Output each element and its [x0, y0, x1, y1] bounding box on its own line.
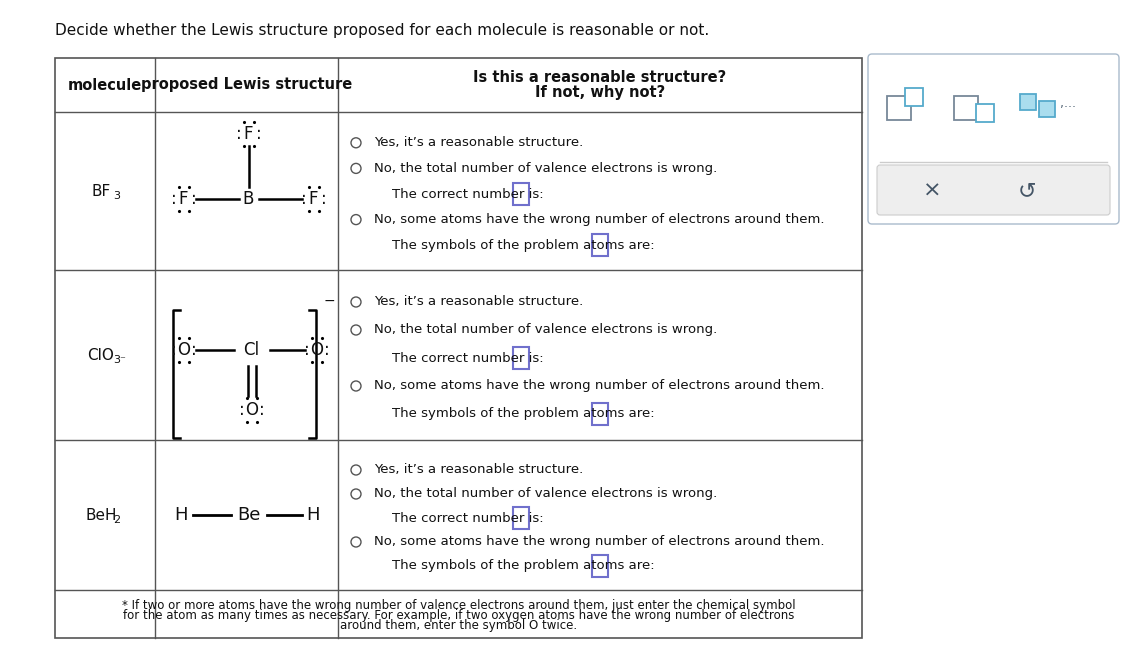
Text: The correct number is:: The correct number is:: [392, 188, 543, 200]
Bar: [55, 58, 862, 638]
Text: :: :: [238, 401, 244, 419]
Bar: [513, 347, 529, 369]
Text: O: O: [310, 341, 323, 359]
Text: BF: BF: [91, 184, 110, 198]
Text: 3: 3: [112, 191, 120, 201]
Text: :: :: [190, 341, 197, 359]
Text: No, the total number of valence electrons is wrong.: No, the total number of valence electron…: [374, 488, 718, 500]
Text: :: :: [304, 341, 309, 359]
Text: ↺: ↺: [1018, 181, 1036, 201]
Text: :: :: [190, 190, 197, 208]
Text: F: F: [244, 125, 253, 143]
Text: No, some atoms have the wrong number of electrons around them.: No, some atoms have the wrong number of …: [374, 213, 825, 226]
Text: The correct number is:: The correct number is:: [392, 352, 543, 364]
FancyBboxPatch shape: [868, 54, 1119, 224]
Text: If not, why not?: If not, why not?: [534, 86, 665, 100]
Bar: [513, 507, 529, 529]
Text: −: −: [324, 294, 335, 308]
Text: 3⁻: 3⁻: [112, 355, 126, 365]
Text: Decide whether the Lewis structure proposed for each molecule is reasonable or n: Decide whether the Lewis structure propo…: [55, 23, 709, 38]
Bar: [1040, 101, 1055, 117]
Text: O: O: [245, 401, 258, 419]
Bar: [886, 96, 911, 120]
Text: No, the total number of valence electrons is wrong.: No, the total number of valence electron…: [374, 324, 718, 336]
Text: Yes, it’s a reasonable structure.: Yes, it’s a reasonable structure.: [374, 464, 583, 476]
Text: Yes, it’s a reasonable structure.: Yes, it’s a reasonable structure.: [374, 136, 583, 149]
Text: F: F: [179, 190, 188, 208]
Text: H: H: [307, 506, 321, 524]
Text: The symbols of the problem atoms are:: The symbols of the problem atoms are:: [392, 239, 655, 252]
Text: Cl: Cl: [243, 341, 260, 359]
Text: :: :: [171, 190, 177, 208]
Text: Be: Be: [237, 506, 260, 524]
Text: Yes, it’s a reasonable structure.: Yes, it’s a reasonable structure.: [374, 295, 583, 308]
Text: :: :: [259, 401, 264, 419]
Bar: [592, 555, 609, 577]
Text: O: O: [177, 341, 190, 359]
Text: Is this a reasonable structure?: Is this a reasonable structure?: [474, 70, 727, 86]
Bar: [592, 234, 609, 256]
Bar: [513, 183, 529, 205]
Text: :: :: [324, 341, 330, 359]
FancyBboxPatch shape: [878, 165, 1110, 215]
Text: The symbols of the problem atoms are:: The symbols of the problem atoms are:: [392, 407, 655, 421]
Text: molecule: molecule: [68, 78, 142, 92]
Text: ,...: ,...: [1060, 98, 1076, 111]
Text: for the atom as many times as necessary. For example, if two oxygen atoms have t: for the atom as many times as necessary.…: [123, 610, 794, 622]
Text: No, the total number of valence electrons is wrong.: No, the total number of valence electron…: [374, 162, 718, 175]
Text: :: :: [235, 125, 242, 143]
Text: 2: 2: [112, 515, 120, 525]
Bar: [954, 96, 978, 120]
Bar: [904, 88, 922, 106]
Text: :: :: [255, 125, 261, 143]
Bar: [592, 403, 609, 425]
Text: * If two or more atoms have the wrong number of valence electrons around them, j: * If two or more atoms have the wrong nu…: [122, 600, 795, 612]
Text: No, some atoms have the wrong number of electrons around them.: No, some atoms have the wrong number of …: [374, 535, 825, 549]
Text: around them, enter the symbol O twice.: around them, enter the symbol O twice.: [340, 620, 577, 632]
Text: The symbols of the problem atoms are:: The symbols of the problem atoms are:: [392, 559, 655, 572]
Bar: [1020, 94, 1036, 110]
Text: F: F: [308, 190, 318, 208]
Text: H: H: [173, 506, 187, 524]
Text: proposed Lewis structure: proposed Lewis structure: [141, 78, 352, 92]
Text: B: B: [243, 190, 254, 208]
Bar: [976, 104, 994, 122]
Text: :: :: [171, 341, 177, 359]
Text: ClO: ClO: [88, 348, 115, 362]
Text: ×: ×: [922, 181, 942, 201]
Text: :: :: [321, 190, 326, 208]
Text: BeH: BeH: [86, 507, 117, 523]
Text: :: :: [300, 190, 306, 208]
Text: No, some atoms have the wrong number of electrons around them.: No, some atoms have the wrong number of …: [374, 379, 825, 393]
Text: The correct number is:: The correct number is:: [392, 511, 543, 525]
